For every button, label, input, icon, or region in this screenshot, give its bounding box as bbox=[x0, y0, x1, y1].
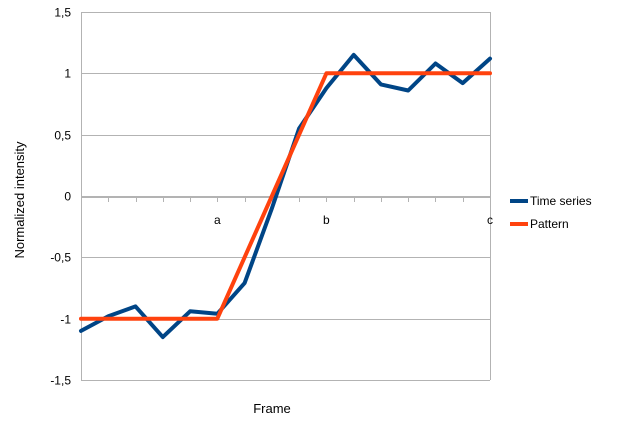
x-annotation-a: a bbox=[214, 213, 221, 227]
y-axis-title: Normalized intensity bbox=[12, 141, 27, 259]
series-lines bbox=[79, 52, 492, 340]
legend-label: Pattern bbox=[530, 217, 569, 231]
y-tick-label: -1,5 bbox=[50, 374, 71, 388]
y-tick-label: -0,5 bbox=[50, 251, 71, 265]
y-tick-label: 0,5 bbox=[54, 129, 71, 143]
y-tick-labels: -1,5 -1 -0,5 0 0,5 1 1,5 bbox=[50, 6, 71, 388]
y-tick-label: -1 bbox=[60, 313, 71, 327]
legend-label: Time series bbox=[530, 194, 592, 208]
y-tick-label: 1 bbox=[64, 67, 71, 81]
x-annotations: a b c bbox=[214, 213, 493, 227]
y-tick-label: 0 bbox=[64, 190, 71, 204]
series-line-pattern bbox=[79, 71, 492, 321]
legend: Time series Pattern bbox=[510, 194, 592, 231]
y-tick-label: 1,5 bbox=[54, 6, 71, 20]
x-annotation-b: b bbox=[323, 213, 330, 227]
x-annotation-c: c bbox=[487, 213, 493, 227]
x-axis-title: Frame bbox=[253, 401, 291, 416]
